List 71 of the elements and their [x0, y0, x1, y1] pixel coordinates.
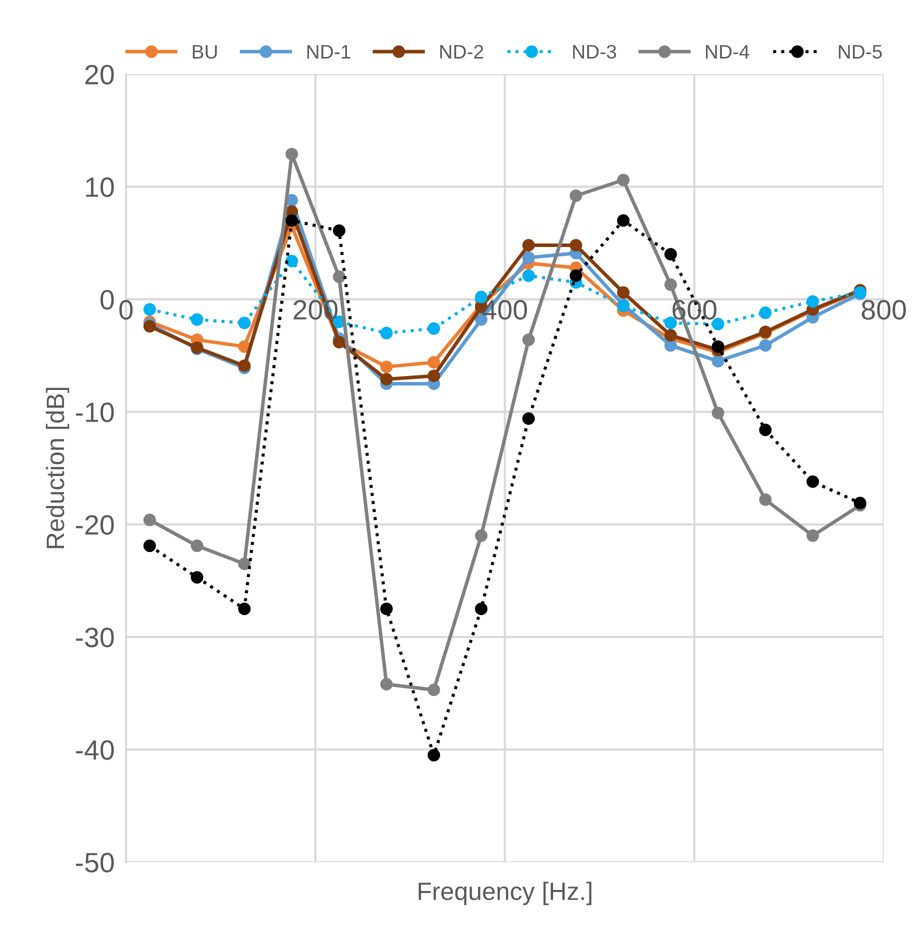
point: [238, 316, 251, 330]
point: [238, 602, 251, 616]
point: [428, 356, 440, 369]
x-tick-label: 0: [119, 300, 133, 320]
y-tick-label: -30: [76, 628, 114, 648]
legend-label: ND-5: [838, 45, 882, 59]
point: [143, 320, 156, 333]
legend-label: BU: [192, 45, 217, 59]
point: [428, 370, 440, 382]
point: [238, 359, 251, 372]
point: [522, 269, 535, 282]
point: [522, 412, 535, 425]
point: [712, 406, 724, 420]
point: [143, 303, 156, 316]
point: [570, 189, 582, 202]
point: [712, 340, 724, 353]
point: [759, 493, 772, 506]
point: [190, 313, 204, 326]
y-tick-label: -50: [76, 852, 114, 872]
point: [854, 496, 866, 510]
point: [380, 678, 393, 691]
point: [570, 239, 582, 252]
point: [190, 571, 204, 584]
point: [238, 558, 251, 570]
point: [617, 174, 630, 186]
point: [143, 540, 156, 552]
legend-label: ND-4: [706, 45, 750, 58]
point: [286, 148, 298, 160]
point: [143, 514, 156, 526]
point: [806, 295, 819, 308]
y-tick-label: -40: [76, 740, 114, 760]
point: [428, 684, 440, 696]
point: [759, 424, 772, 436]
x-tick-label: 800: [862, 300, 906, 320]
point: [522, 334, 535, 346]
point: [759, 306, 772, 320]
point: [332, 270, 346, 284]
point: [522, 251, 535, 264]
point: [332, 224, 346, 237]
point: [617, 214, 630, 227]
y-tick-label: 20: [85, 64, 114, 84]
point: [664, 329, 677, 342]
y-tick-label: -20: [76, 515, 114, 535]
point: [617, 286, 630, 299]
point: [664, 248, 677, 261]
point: [474, 602, 488, 616]
point: [190, 540, 204, 552]
point: [522, 239, 535, 252]
legend-label: ND-3: [573, 44, 616, 59]
point: [380, 602, 393, 616]
x-axis-title: Frequency [Hz.]: [418, 882, 592, 906]
point: [286, 214, 298, 227]
point: [806, 475, 819, 488]
point: [806, 529, 819, 542]
point: [286, 254, 298, 268]
y-tick-label: 10: [86, 177, 114, 198]
point: [380, 360, 393, 374]
point: [428, 748, 440, 762]
legend-label: ND-2: [440, 44, 484, 58]
point: [759, 339, 772, 352]
point: [712, 354, 724, 368]
y-axis-title: Reduction [dB]: [46, 388, 70, 548]
legend-label: ND-1: [307, 45, 350, 58]
point: [428, 322, 440, 335]
y-tick-label: -10: [76, 402, 114, 422]
point: [664, 278, 677, 291]
point: [380, 326, 393, 340]
point: [664, 339, 677, 352]
point: [474, 529, 488, 542]
point: [570, 269, 582, 282]
point: [380, 372, 393, 386]
